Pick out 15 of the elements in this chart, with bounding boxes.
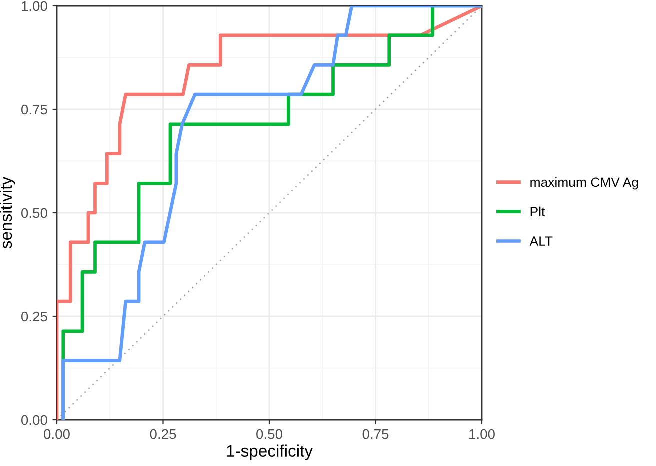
x-tick-label: 0.75: [362, 429, 389, 440]
x-tick-label: 0.25: [150, 429, 176, 440]
y-tick-label: 1.00: [22, 1, 48, 12]
legend-label: Plt: [530, 206, 546, 217]
y-tick-label: 0.00: [21, 415, 48, 426]
x-tick-label: 1.00: [470, 429, 495, 440]
x-axis-title: 1-specificity: [227, 444, 313, 460]
x-tick-label: 0.00: [44, 429, 70, 440]
y-tick-label: 0.50: [21, 208, 48, 218]
x-tick-label: 0.50: [256, 429, 282, 440]
y-axis-title: sensitivity: [0, 176, 16, 249]
y-tick-label: 0.25: [21, 312, 48, 322]
legend-label: ALT: [530, 236, 553, 246]
legend-label: maximum CMV Ag: [530, 177, 638, 190]
y-tick-label: 0.75: [21, 104, 48, 115]
